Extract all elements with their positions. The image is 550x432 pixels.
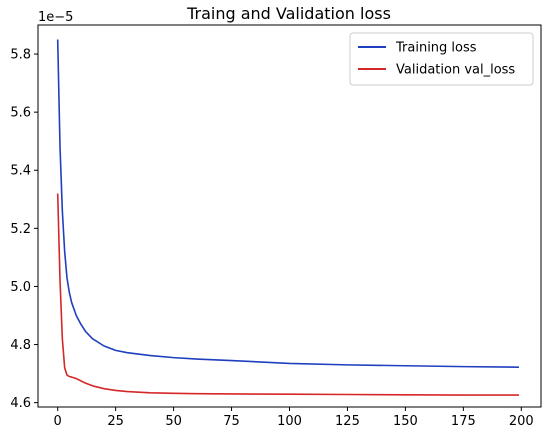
x-tick-label: 75 bbox=[223, 414, 240, 429]
x-tick-label: 200 bbox=[509, 414, 534, 429]
legend-box bbox=[349, 32, 534, 86]
y-axis-ticks: 4.6 4.8 5.0 5.2 5.4 5.6 5.8 bbox=[10, 48, 38, 411]
plot-frame bbox=[37, 24, 542, 408]
x-tick-label: 0 bbox=[54, 414, 62, 429]
y-tick-label: 5.8 bbox=[10, 48, 31, 63]
y-offset-label: 1e−5 bbox=[38, 10, 73, 25]
x-tick-label: 25 bbox=[107, 414, 124, 429]
series-line-validation-loss bbox=[56, 193, 519, 396]
x-tick-label: 175 bbox=[451, 414, 476, 429]
x-tick-label: 125 bbox=[335, 414, 360, 429]
legend: Training loss Validation val_loss bbox=[349, 32, 534, 86]
legend-label: Training loss bbox=[395, 41, 477, 56]
y-tick-label: 4.8 bbox=[10, 338, 31, 353]
chart-title: Traing and Validation loss bbox=[186, 4, 391, 23]
plot-background bbox=[38, 25, 541, 407]
x-axis-ticks: 0 25 50 75 100 125 150 175 200 bbox=[54, 407, 534, 429]
y-tick-label: 5.0 bbox=[10, 280, 31, 295]
y-tick-label: 5.4 bbox=[10, 164, 31, 179]
x-tick-label: 150 bbox=[393, 414, 418, 429]
legend-label: Validation val_loss bbox=[396, 63, 515, 78]
y-tick-label: 5.2 bbox=[10, 222, 31, 237]
x-tick-label: 100 bbox=[277, 414, 302, 429]
x-tick-label: 50 bbox=[165, 414, 182, 429]
series-lines bbox=[56, 39, 519, 396]
series-line-training-loss bbox=[56, 39, 519, 368]
y-tick-label: 5.6 bbox=[10, 106, 31, 121]
y-tick-label: 4.6 bbox=[10, 396, 31, 411]
